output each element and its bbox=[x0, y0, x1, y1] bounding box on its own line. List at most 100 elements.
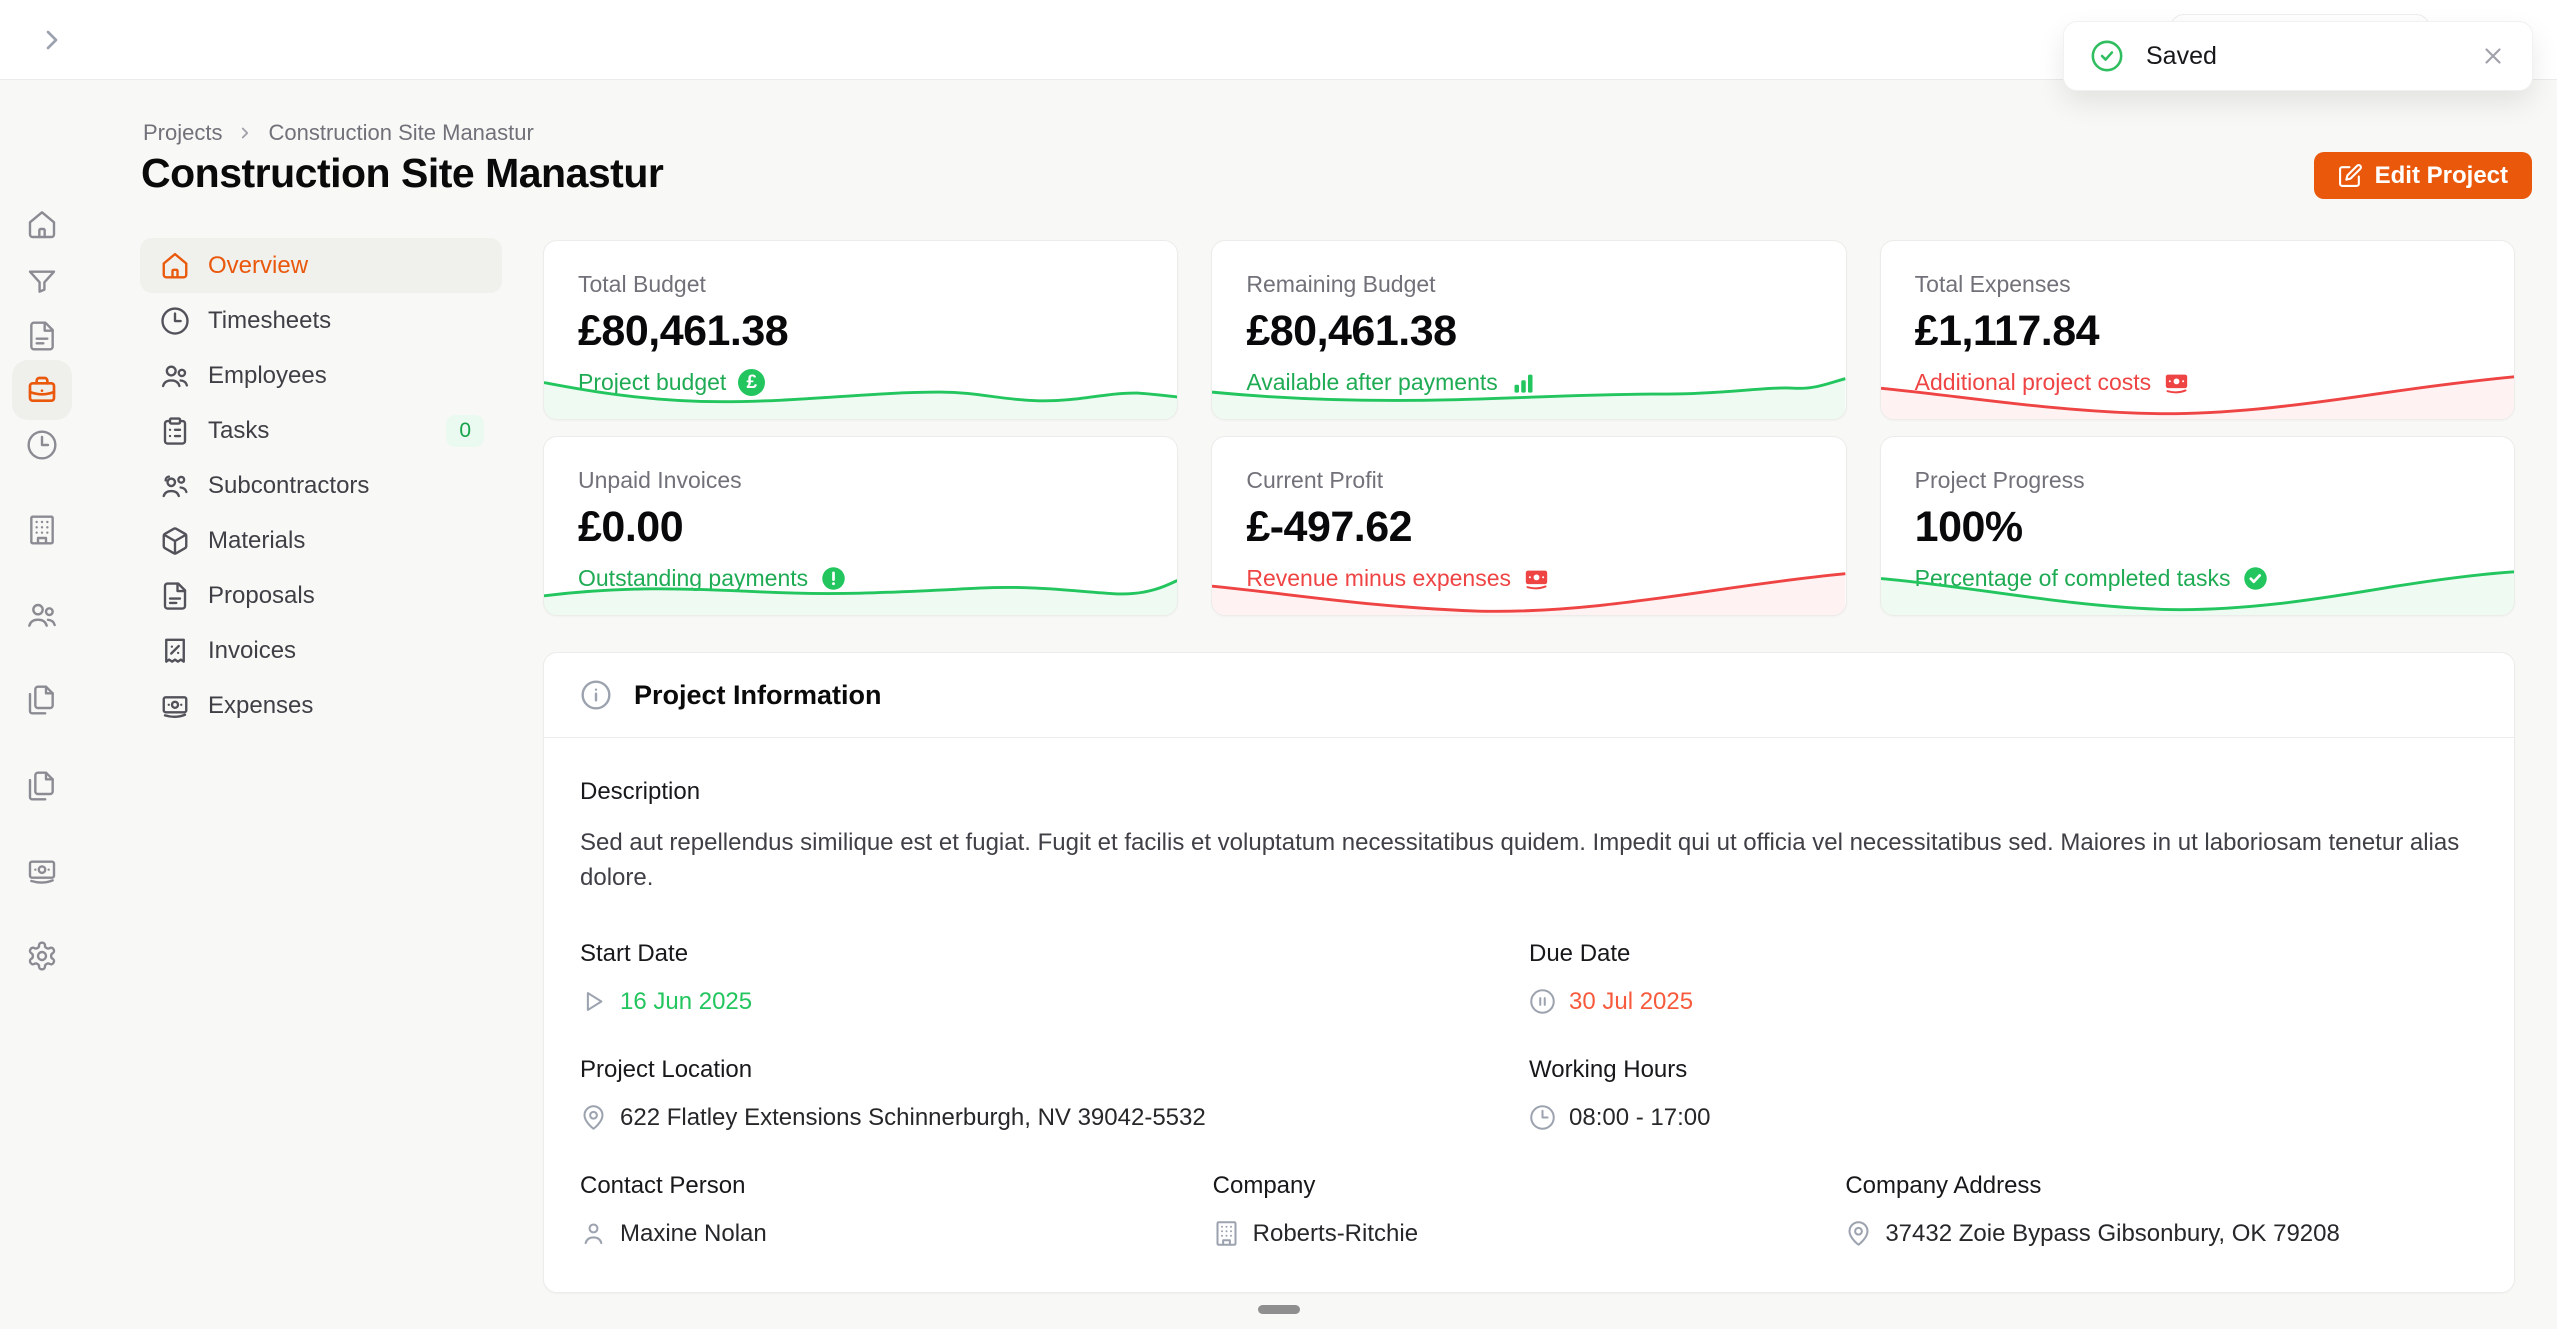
stat-subtitle: Additional project costs bbox=[1914, 369, 2152, 395]
nav-item-employees[interactable]: Employees bbox=[140, 348, 502, 403]
horizontal-scrollbar-thumb[interactable] bbox=[1258, 1305, 1300, 1314]
nav-item-proposals[interactable]: Proposals bbox=[140, 568, 502, 623]
stat-value: £-497.62 bbox=[1246, 503, 1413, 551]
close-icon[interactable] bbox=[2480, 43, 2506, 69]
description-text: Sed aut repellendus similique est et fug… bbox=[580, 829, 2460, 891]
map-pin-icon bbox=[580, 1104, 607, 1131]
nav-item-expenses[interactable]: Expenses bbox=[140, 678, 502, 733]
nav-label: Expenses bbox=[208, 691, 314, 719]
nav-item-overview[interactable]: Overview bbox=[140, 238, 502, 293]
sidebar-expand-button[interactable] bbox=[36, 24, 68, 56]
receipt-icon bbox=[160, 636, 190, 666]
users-icon bbox=[160, 361, 190, 391]
sparkline bbox=[1212, 567, 1846, 615]
home-icon[interactable] bbox=[26, 209, 58, 241]
stat-label: Unpaid Invoices bbox=[578, 467, 742, 493]
stat-label: Remaining Budget bbox=[1246, 271, 1436, 297]
page-title: Construction Site Manastur bbox=[141, 150, 664, 196]
stat-label: Current Profit bbox=[1246, 467, 1384, 493]
stat-label: Project Progress bbox=[1914, 467, 2085, 493]
stat-value: £1,117.84 bbox=[1914, 307, 2100, 355]
stat-card-current-profit: Current Profit £-497.62 Revenue minus ex… bbox=[1211, 436, 1847, 616]
stat-card-total-expenses: Total Expenses £1,117.84 Additional proj… bbox=[1879, 240, 2515, 420]
company-value: Roberts-Ritchie bbox=[1252, 1219, 1419, 1247]
stat-card-unpaid-invoices: Unpaid Invoices £0.00 Outstanding paymen… bbox=[543, 436, 1179, 616]
building-icon[interactable] bbox=[26, 514, 58, 546]
user-icon bbox=[580, 1220, 607, 1247]
file-icon[interactable] bbox=[26, 320, 58, 352]
pause-circle-icon bbox=[1529, 988, 1556, 1015]
banknote-icon bbox=[160, 691, 190, 721]
banknote-icon bbox=[2163, 369, 2190, 396]
stat-card-total-budget: Total Budget £80,461.38 Project budget £ bbox=[543, 240, 1179, 420]
nav-label: Invoices bbox=[208, 636, 297, 664]
check-circle-icon bbox=[2242, 565, 2269, 592]
nav-item-timesheets[interactable]: Timesheets bbox=[140, 293, 502, 348]
company-address-value: 37432 Zoie Bypass Gibsonbury, OK 79208 bbox=[1885, 1219, 2340, 1247]
funnel-icon[interactable] bbox=[26, 265, 58, 297]
contact-person-value: Maxine Nolan bbox=[620, 1219, 767, 1247]
stat-card-remaining-budget: Remaining Budget £80,461.38 Available af… bbox=[1211, 240, 1847, 420]
project-location-value: 622 Flatley Extensions Schinnerburgh, NV… bbox=[620, 1103, 1206, 1131]
stat-label: Total Expenses bbox=[1914, 271, 2071, 297]
stat-value: £0.00 bbox=[578, 503, 684, 551]
edit-project-label: Edit Project bbox=[2374, 161, 2508, 189]
alert-circle-icon bbox=[820, 565, 847, 592]
settings-icon[interactable] bbox=[26, 940, 58, 972]
nav-label: Tasks bbox=[208, 416, 270, 444]
field-company: Company Roberts-Ritchie bbox=[1212, 1171, 1419, 1247]
nav-label: Materials bbox=[208, 526, 306, 554]
breadcrumb: Projects Construction Site Manastur bbox=[143, 120, 534, 146]
sparkline bbox=[544, 567, 1178, 615]
files-icon[interactable] bbox=[26, 770, 58, 802]
pound-circle-icon: £ bbox=[738, 369, 766, 396]
bar-chart-icon bbox=[1510, 369, 1537, 396]
breadcrumb-projects[interactable]: Projects bbox=[143, 120, 223, 145]
play-icon bbox=[580, 988, 607, 1015]
field-working-hours: Working Hours 08:00 - 17:00 bbox=[1529, 1055, 1711, 1131]
stat-card-project-progress: Project Progress 100% Percentage of comp… bbox=[1879, 436, 2515, 616]
nav-item-subcontractors[interactable]: Subcontractors bbox=[140, 458, 502, 513]
nav-item-invoices[interactable]: Invoices bbox=[140, 623, 502, 678]
sparkline bbox=[1880, 371, 2514, 419]
toast-message: Saved bbox=[2146, 41, 2217, 70]
field-project-location: Project Location 622 Flatley Extensions … bbox=[580, 1055, 1206, 1131]
users-group-icon bbox=[160, 471, 190, 501]
package-icon bbox=[160, 526, 190, 556]
stat-value: £80,461.38 bbox=[578, 307, 789, 355]
stat-subtitle: Available after payments bbox=[1246, 369, 1498, 395]
project-nav: Overview Timesheets Employees Tasks 0 Su… bbox=[140, 238, 502, 733]
square-pen-icon bbox=[2338, 163, 2363, 188]
clock-icon[interactable] bbox=[26, 429, 58, 461]
clock-icon bbox=[160, 306, 190, 336]
nav-item-materials[interactable]: Materials bbox=[140, 513, 502, 568]
clock-icon bbox=[1529, 1104, 1556, 1131]
project-information-card: Project Information Description Sed aut … bbox=[543, 652, 2515, 1293]
nav-item-tasks[interactable]: Tasks 0 bbox=[140, 403, 502, 458]
breadcrumb-current: Construction Site Manastur bbox=[268, 120, 534, 145]
check-circle-icon bbox=[2090, 39, 2124, 73]
description-label: Description bbox=[580, 778, 701, 805]
files-icon[interactable] bbox=[26, 684, 58, 716]
chevron-right-icon bbox=[46, 30, 58, 50]
users-icon[interactable] bbox=[26, 599, 58, 631]
nav-label: Timesheets bbox=[208, 306, 332, 334]
edit-project-button[interactable]: Edit Project bbox=[2313, 152, 2532, 199]
field-contact-person: Contact Person Maxine Nolan bbox=[580, 1171, 767, 1247]
sparkline bbox=[544, 371, 1178, 419]
sparkline bbox=[1212, 371, 1846, 419]
working-hours-value: 08:00 - 17:00 bbox=[1569, 1103, 1711, 1131]
briefcase-icon[interactable] bbox=[26, 374, 58, 406]
due-date-value: 30 Jul 2025 bbox=[1569, 987, 1694, 1015]
map-pin-icon bbox=[1845, 1220, 1872, 1247]
building-icon bbox=[1213, 1220, 1240, 1247]
toast-saved: Saved bbox=[2063, 21, 2533, 91]
banknote-icon[interactable] bbox=[26, 855, 58, 887]
file-text-icon bbox=[160, 581, 190, 611]
clipboard-list-icon bbox=[160, 416, 190, 446]
field-company-address: Company Address 37432 Zoie Bypass Gibson… bbox=[1845, 1171, 2340, 1247]
nav-label: Overview bbox=[208, 251, 309, 279]
field-start-date: Start Date 16 Jun 2025 bbox=[580, 939, 753, 1015]
stat-subtitle: Revenue minus expenses bbox=[1246, 565, 1511, 591]
nav-label: Proposals bbox=[208, 581, 315, 609]
